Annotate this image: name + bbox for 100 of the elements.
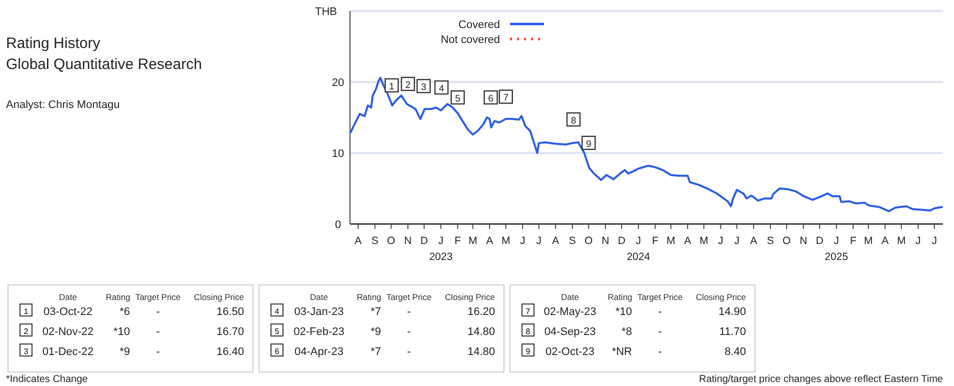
annotation: 3 xyxy=(420,82,426,94)
x-tick-label: F xyxy=(454,235,461,247)
text: 03-Jan-23 xyxy=(294,306,344,318)
number-box: 4 xyxy=(270,304,284,316)
x-tick-label: J xyxy=(520,235,526,247)
text: 16.20 xyxy=(467,306,495,318)
x-tick-label: D xyxy=(618,235,626,247)
text: 02-Oct-23 xyxy=(546,346,594,358)
number-box: 4 xyxy=(434,80,449,95)
x-tick-label: J xyxy=(718,235,724,247)
text: 14.90 xyxy=(718,306,746,318)
x-tick-label: J 2025 xyxy=(824,235,848,263)
x-tick-label: J 2024 xyxy=(626,235,650,263)
x-tick-label: F xyxy=(652,235,658,247)
number-box: 2 xyxy=(20,324,32,336)
text: Rating xyxy=(356,292,382,302)
text: Closing Price xyxy=(696,292,746,302)
y-tick-label: 20 xyxy=(332,77,344,89)
annotation: 1 xyxy=(389,81,394,92)
text: 16.50 xyxy=(216,306,244,318)
number-box: 8 xyxy=(522,324,534,336)
text: Target Price xyxy=(135,292,181,302)
annotation: 9 xyxy=(586,138,592,150)
text: *Indicates Change xyxy=(6,374,88,385)
text: *NR xyxy=(612,346,632,358)
annotation: 5 xyxy=(455,93,460,104)
x-tick-label: D xyxy=(420,235,428,247)
x-tick-label: S xyxy=(371,235,378,247)
x-tick-label: O xyxy=(387,235,396,247)
number-box: 3 xyxy=(20,344,32,356)
number-box: 2 xyxy=(400,76,416,92)
y-axis-title: THB xyxy=(315,6,337,18)
x-tick-label: M xyxy=(896,235,906,247)
annotation: 2 xyxy=(405,80,411,91)
text: Date xyxy=(561,292,580,302)
text: Analyst: Chris Montagu xyxy=(6,99,120,111)
text: *7 xyxy=(370,346,381,358)
number-box: 8 xyxy=(566,112,581,127)
text: - xyxy=(407,346,412,358)
x-tick-label: J xyxy=(932,235,937,247)
x-tick-label: S xyxy=(568,235,576,247)
text: 02-Feb-23 xyxy=(294,326,344,338)
x-tick-label: J xyxy=(536,235,542,247)
number-box: 5 xyxy=(450,90,465,105)
text: Rating/target price changes above reflect Eastern Time xyxy=(698,374,944,385)
x-tick-label: F xyxy=(850,235,856,247)
number-box: 1 xyxy=(20,304,32,316)
x-tick-label: N xyxy=(404,235,412,247)
x-tick-label: M xyxy=(699,235,708,247)
annotation: 4 xyxy=(438,83,444,94)
x-tick-label: N xyxy=(602,235,610,247)
annotation: 7 xyxy=(503,92,509,104)
text: 16.70 xyxy=(216,326,244,338)
x-tick-label: M xyxy=(468,235,478,247)
text: 04-Sep-23 xyxy=(544,326,596,338)
text: - xyxy=(156,306,160,318)
text: 16.40 xyxy=(216,346,244,358)
number-box: 6 xyxy=(270,344,284,356)
text: Target Price xyxy=(386,292,432,302)
text: Rating xyxy=(106,292,131,302)
text: Target Price xyxy=(637,292,683,302)
text: 03-Oct-22 xyxy=(44,306,92,318)
x-tick-label: N xyxy=(800,235,808,247)
number-box: 3 xyxy=(416,78,431,94)
text: - xyxy=(658,306,662,318)
annotation: 8 xyxy=(570,115,576,126)
x-tick-label: A xyxy=(750,235,758,247)
y-tick-label: 0 xyxy=(334,219,342,231)
text: *7 xyxy=(370,306,381,318)
x-tick-label: D xyxy=(816,235,824,247)
x-tick-label: M xyxy=(666,235,676,247)
number-box: 9 xyxy=(582,136,596,150)
text: 02-May-23 xyxy=(544,306,596,318)
text: Closing Price xyxy=(194,292,244,302)
x-tick-label: O xyxy=(584,235,593,247)
text: - xyxy=(407,326,412,338)
text: Global Quantitative Research xyxy=(6,56,202,73)
annotation: 6 xyxy=(488,93,494,104)
x-tick-label: A xyxy=(354,235,362,247)
text: 04-Apr-23 xyxy=(294,346,344,358)
text: *10 xyxy=(615,306,632,318)
number-box: 9 xyxy=(522,344,534,356)
text: Rating History xyxy=(6,35,101,52)
number-box: 1 xyxy=(384,78,399,92)
text: - xyxy=(156,326,160,338)
text: *9 xyxy=(120,346,130,358)
x-tick-label: J 2023 xyxy=(429,235,453,263)
x-tick-label: J xyxy=(915,235,921,247)
text: 14.80 xyxy=(467,346,495,358)
text: - xyxy=(658,326,662,338)
x-tick-label: J xyxy=(734,235,740,247)
line-series xyxy=(350,76,943,212)
text: 8.40 xyxy=(724,346,746,358)
y-tick-label: 10 xyxy=(332,148,344,160)
x-tick-label: S xyxy=(766,235,774,247)
text: - xyxy=(407,306,412,318)
x-tick-label: A xyxy=(684,235,692,247)
x-tick-label: A xyxy=(882,235,889,247)
text: Date xyxy=(310,292,328,302)
text: Closing Price xyxy=(444,292,496,302)
